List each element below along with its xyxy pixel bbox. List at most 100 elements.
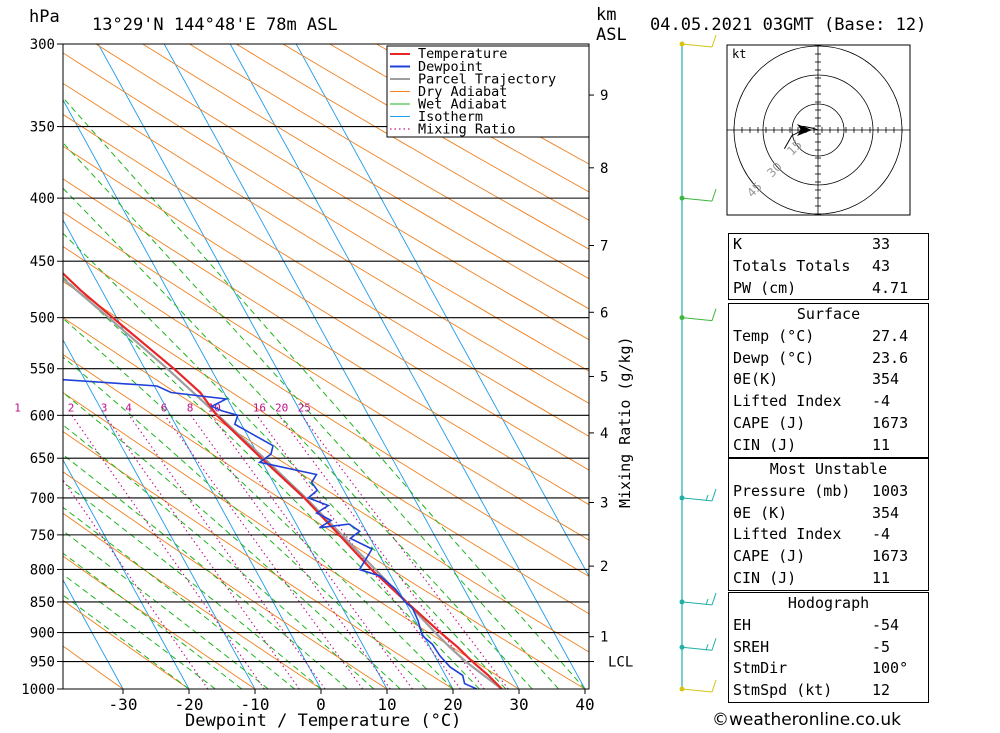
- pressure-tick-label: 300: [30, 37, 55, 53]
- isotherm-line: [97, 44, 454, 689]
- pressure-tick-label: 850: [30, 595, 55, 611]
- wind-barb: [681, 34, 717, 48]
- wind-barb-feather: [711, 308, 717, 321]
- dry-adiabat-line: [95, 44, 589, 341]
- storm-motion-arrow: [797, 124, 812, 136]
- dry-adiabat-line: [235, 44, 589, 250]
- height-tick-label: 7: [600, 239, 608, 255]
- height-tick-label: 3: [600, 496, 608, 512]
- wet-adiabat-line: [63, 142, 559, 689]
- isobars: [63, 43, 589, 690]
- isotherm-line: [63, 99, 388, 689]
- mixing-ratio-label: 8: [187, 401, 194, 414]
- wind-barb-feather: [711, 592, 717, 606]
- pressure-unit-label: hPa: [29, 7, 60, 27]
- isotherm-line: [229, 44, 586, 689]
- wet-adiabat-line: [63, 356, 427, 689]
- isotherm-line: [63, 219, 322, 689]
- height-tick-label: 6: [600, 305, 608, 321]
- wet-adiabat-line: [63, 481, 322, 689]
- hodograph-stats-title: Hodograph: [787, 594, 870, 612]
- wind-barb-feather: [711, 679, 717, 693]
- dry-adiabat-line: [142, 44, 589, 310]
- surface-title: Surface: [796, 305, 861, 323]
- wet-adiabat-line: [63, 232, 507, 689]
- pressure-tick-label: 800: [30, 563, 55, 579]
- most-unstable-row: CAPE (J) 1673: [733, 547, 909, 566]
- mixing-ratio-label: 20: [275, 401, 288, 414]
- wind-barb-feather: [711, 34, 717, 48]
- wind-barb: [681, 638, 717, 651]
- legend-mixing-ratio: Mixing Ratio: [418, 122, 516, 138]
- mixing-ratio-label: 6: [161, 401, 168, 414]
- dry-adiabat-line: [63, 211, 589, 541]
- height-tick-label: 2: [600, 559, 608, 575]
- mixing-ratio-label: 2: [68, 401, 75, 414]
- surface-row: CIN (J) 11: [733, 435, 891, 454]
- height-tick-label: LCL: [608, 655, 633, 671]
- isotherm-line: [63, 578, 124, 689]
- isotherm-line: [163, 44, 520, 689]
- pressure-tick-label: 400: [30, 191, 55, 207]
- pressure-tick-label: 750: [30, 528, 55, 544]
- temperature-tick-label: -10: [241, 695, 270, 714]
- location-label: 13°29'N 144°48'E 78m ASL: [92, 15, 338, 35]
- surface-row: Temp (°C) 27.4: [733, 326, 909, 345]
- hodograph-stats-row: SREH -5: [733, 637, 891, 656]
- dry-adiabat-line: [63, 555, 256, 689]
- mixing-ratio-label: 3: [101, 401, 108, 414]
- hodograph-stats-row: EH -54: [733, 615, 900, 634]
- dry-adiabat-line: [63, 512, 322, 689]
- hodograph: kt 15 30 45: [726, 44, 911, 216]
- pressure-tick-label: 900: [30, 626, 55, 642]
- index-row-totals: Totals Totals 43: [733, 256, 891, 275]
- most-unstable-title: Most Unstable: [769, 460, 888, 478]
- pressure-tick-label: 600: [30, 408, 55, 424]
- wind-barb: [681, 188, 717, 202]
- mixing-ratio-label: 4: [125, 401, 132, 414]
- wet-adiabat-line: [63, 594, 190, 689]
- mixing-ratio-line: [104, 414, 300, 689]
- temperature-profile: [63, 271, 503, 689]
- wet-adiabat-line: [63, 96, 586, 689]
- surface-row: Lifted Index -4: [733, 392, 891, 411]
- isotherm-line: [63, 339, 256, 689]
- pressure-axis: 300 350 400 450 500 550 600 650 700 750 800 850 900 9…: [21, 37, 63, 698]
- pressure-tick-label: 450: [30, 254, 55, 270]
- asl-unit-label: ASL: [596, 25, 627, 45]
- height-axis: 1 2 3 4 5 6 7 8 9 LCL: [589, 88, 633, 671]
- wind-barb-shaft: [681, 601, 713, 606]
- x-axis-title: Dewpoint / Temperature (°C): [185, 711, 461, 731]
- datetime-label: 04.05.2021 03GMT (Base: 12): [650, 15, 926, 35]
- legend-isotherm: Isotherm: [418, 109, 483, 125]
- km-unit-label: km: [596, 5, 616, 25]
- mixing-ratio-labels: 1 2 3 4 6 8 10 16 20 25: [14, 401, 311, 414]
- wind-barb-half-feather: [705, 644, 709, 651]
- dry-adiabat-line: [63, 113, 589, 437]
- hodograph-stats-row: StmDir 100°: [733, 659, 909, 678]
- wind-barb-feather: [711, 638, 717, 651]
- surface-table: Surface Temp (°C) 27.4 Dewp (°C) 23.6 θE(K…: [728, 303, 929, 458]
- hodograph-unit-label: kt: [732, 47, 746, 61]
- mixing-ratio-label: 1: [14, 401, 21, 414]
- legend-box: [386, 45, 590, 138]
- temperature-tick-label: -20: [175, 695, 204, 714]
- wind-barb-shaft: [681, 43, 713, 48]
- wind-barb: [681, 592, 717, 606]
- most-unstable-row: CIN (J) 11: [733, 568, 891, 587]
- legend: Temperature Dewpoint Parcel Trajectory D…: [386, 45, 590, 138]
- hodograph-ticks: [733, 45, 903, 215]
- height-tick-label: 5: [600, 370, 608, 386]
- dry-adiabat-line: [189, 44, 589, 280]
- pressure-tick-label: 950: [30, 655, 55, 671]
- wind-barb-feather: [711, 488, 717, 502]
- mixing-ratio-line: [301, 414, 509, 689]
- mixing-ratio-line: [71, 414, 265, 689]
- footer-credit[interactable]: ©weatheronline.co.uk: [712, 710, 902, 730]
- mixing-ratio-axis-title: Mixing Ratio (g/kg): [616, 336, 634, 508]
- height-tick-label: 1: [600, 630, 608, 646]
- dewpoint-profile: [63, 378, 478, 689]
- most-unstable-row: Lifted Index -4: [733, 525, 891, 544]
- index-row-pw: PW (cm) 4.71: [733, 278, 909, 297]
